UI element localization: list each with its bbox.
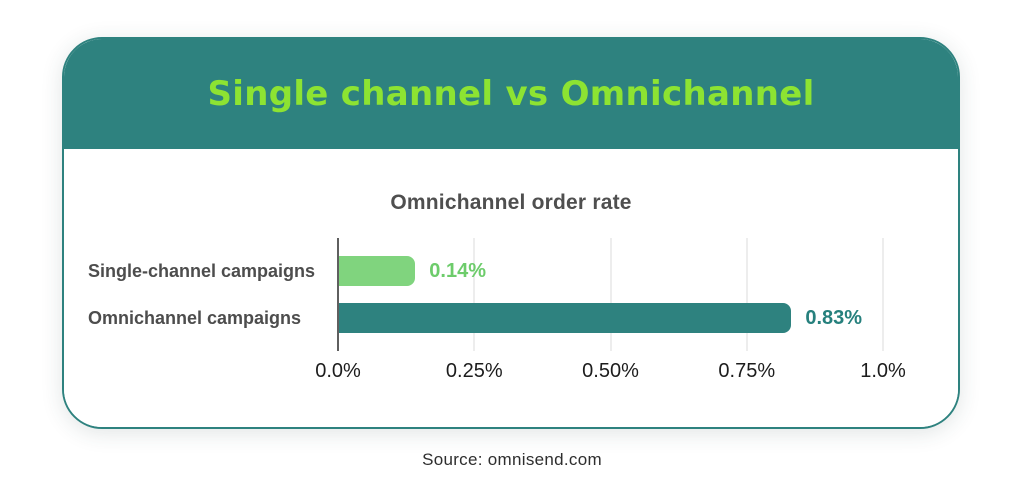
plot-area: 0.0% 0.25% 0.50% 0.75% 1.0% 0.14% 0.83% [315,238,906,382]
gridline [609,238,612,351]
bar-value-label: 0.83% [805,307,863,329]
card-body: Omnichannel order rate Single-channel ca… [64,149,958,427]
bar-row: 0.14% [338,256,883,286]
x-tick-label: 0.25% [445,360,503,382]
card-header: Single channel vs Omnichannel [64,39,958,149]
gridline [473,238,476,351]
bar [339,303,792,333]
x-tick-label: 0.50% [582,360,639,382]
chart-title: Omnichannel order rate [390,191,632,214]
y-axis-line [337,238,339,351]
bar-row: 0.83% [338,303,883,333]
category-label: Omnichannel campaigns [88,308,302,328]
gridline [882,238,884,351]
gridline [745,238,748,351]
category-label: Single-channel campaigns [88,261,316,281]
main-title: Single channel vs Omnichannel [207,74,815,114]
chart-card: Single channel vs Omnichannel Omnichanne… [62,37,960,429]
x-tick-label: 0.75% [718,360,776,382]
bar [339,256,416,286]
bar-value-label: 0.14% [429,260,487,282]
source-text: Source: omnisend.com [422,450,602,469]
x-tick-label: 1.0% [860,360,906,382]
x-tick-label: 0.0% [315,360,361,382]
